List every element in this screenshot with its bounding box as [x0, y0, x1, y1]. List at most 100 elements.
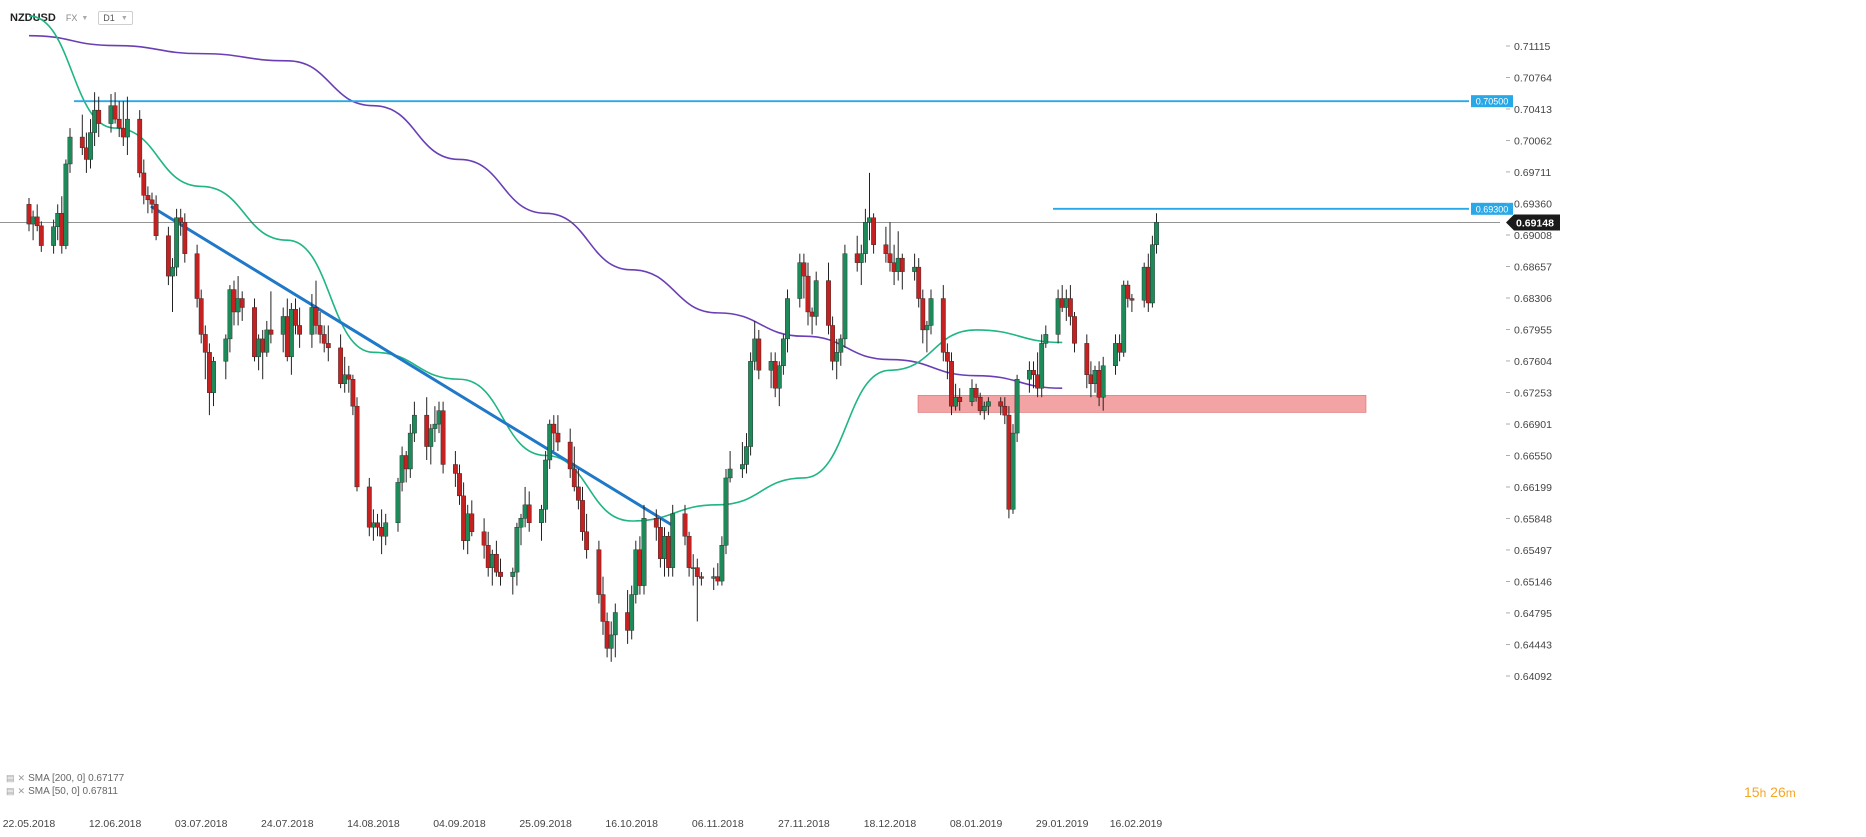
settings-icon[interactable]: ▤: [6, 773, 15, 783]
candle: [1055, 289, 1061, 344]
candle: [834, 338, 840, 380]
candle: [949, 352, 954, 416]
candle: [1092, 365, 1098, 393]
candle: [313, 280, 319, 335]
candle-body: [108, 105, 114, 124]
candle-body: [682, 513, 688, 537]
candle-body: [785, 298, 790, 340]
candle-body: [756, 338, 762, 371]
candle-body: [899, 257, 905, 272]
candle-body: [1096, 370, 1102, 398]
candle-body: [141, 172, 147, 196]
candle: [1063, 289, 1069, 321]
candle-body: [1055, 298, 1061, 335]
current-price-label: 0.69148: [1516, 217, 1554, 229]
candle-body: [407, 432, 413, 470]
candle-body: [797, 262, 803, 299]
candle: [805, 262, 811, 326]
candle: [772, 352, 778, 398]
candle-body: [768, 361, 774, 371]
candle-body: [752, 338, 758, 362]
y-tick-label: 0.69008: [1514, 230, 1552, 242]
candle: [539, 504, 544, 541]
indicator-sma200[interactable]: ▤ ✕ SMA [200, 0] 0.67177: [6, 772, 124, 785]
candle-body: [489, 553, 495, 568]
candle-body: [256, 338, 261, 358]
candle: [38, 221, 44, 252]
candle: [88, 119, 93, 169]
candle: [1014, 374, 1020, 443]
resistance-label-bg: [1471, 202, 1513, 215]
candle-body: [998, 401, 1004, 407]
candle: [998, 397, 1004, 416]
candle: [481, 518, 487, 559]
candle: [165, 226, 171, 286]
candle: [518, 513, 524, 546]
close-icon[interactable]: ✕: [17, 773, 26, 783]
candle-body: [690, 567, 696, 569]
settings-icon[interactable]: ▤: [6, 786, 15, 796]
candle: [826, 262, 831, 335]
candle-body: [1141, 266, 1147, 301]
candle-body: [854, 253, 860, 263]
candle: [280, 307, 286, 353]
candle: [633, 540, 639, 604]
candle: [887, 222, 893, 272]
candle-body: [1129, 298, 1135, 301]
candle-body: [662, 536, 667, 559]
market-dropdown[interactable]: FX ▼: [66, 13, 88, 23]
candle: [690, 554, 696, 586]
candle-body: [953, 396, 959, 407]
y-tick-label: 0.66199: [1514, 482, 1552, 494]
candle: [1059, 285, 1065, 312]
candle-body: [518, 518, 524, 528]
candle: [510, 567, 516, 595]
candle-body: [580, 500, 585, 532]
candle: [670, 504, 676, 577]
y-tick-label: 0.66901: [1514, 419, 1552, 431]
y-tick-label: 0.64443: [1514, 640, 1552, 652]
close-icon[interactable]: ✕: [17, 786, 26, 796]
candle: [227, 285, 233, 353]
candle-body: [481, 531, 487, 546]
candle: [555, 415, 561, 452]
candle-body: [399, 455, 405, 483]
candle-body: [891, 262, 897, 272]
candle-body: [309, 307, 315, 335]
candle-body: [686, 536, 692, 568]
x-tick-label: 04.09.2018: [433, 818, 486, 830]
candle: [785, 289, 790, 353]
indicator-sma50[interactable]: ▤ ✕ SMA [50, 0] 0.67811: [6, 785, 124, 798]
candle-body: [1084, 343, 1090, 375]
candle: [59, 196, 65, 254]
candle-body: [694, 567, 700, 577]
candle: [752, 320, 758, 371]
candle-body: [235, 298, 241, 313]
candle-body: [182, 222, 188, 254]
candle-body: [867, 217, 872, 223]
candle: [120, 101, 126, 147]
candle-body: [346, 374, 352, 380]
candle-body: [776, 365, 782, 389]
candle: [325, 325, 331, 362]
candle: [977, 392, 983, 416]
y-tick-label: 0.67604: [1514, 356, 1552, 368]
candle: [719, 536, 725, 586]
candle: [223, 334, 229, 380]
candle-body: [912, 266, 918, 272]
y-tick-label: 0.65497: [1514, 545, 1552, 557]
current-price-tag: [1506, 214, 1560, 231]
candle: [699, 572, 704, 586]
candle: [198, 289, 204, 344]
candle-body: [625, 612, 631, 631]
timeframe-dropdown[interactable]: D1 ▼: [98, 11, 133, 25]
candle: [940, 285, 946, 362]
candle: [928, 289, 934, 335]
x-tick-label: 08.01.2019: [950, 818, 1003, 830]
candle-body: [539, 509, 544, 523]
candle-body: [940, 298, 946, 353]
candle-body: [1039, 343, 1045, 389]
y-tick-label: 0.70413: [1514, 104, 1552, 116]
candle: [1145, 253, 1151, 312]
